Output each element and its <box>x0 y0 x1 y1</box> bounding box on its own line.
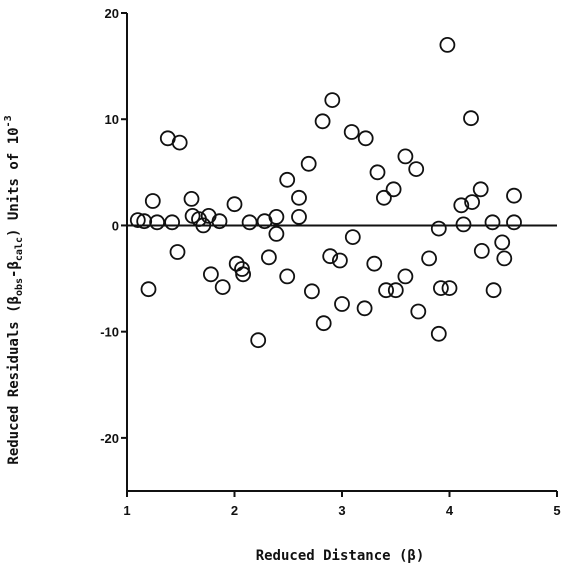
plot-area: 20 10 0 -10 -20 1 2 3 4 5 <box>100 6 560 518</box>
data-point <box>397 268 414 285</box>
data-point <box>250 332 267 349</box>
data-point <box>369 164 386 181</box>
data-point <box>334 296 350 312</box>
data-point <box>268 208 285 225</box>
data-point <box>291 189 307 206</box>
data-point <box>387 282 404 299</box>
y-axis-label-sub-obs: obs <box>14 278 25 296</box>
data-point <box>140 281 157 298</box>
data-point <box>430 220 447 237</box>
x-tick-label: 3 <box>338 503 345 518</box>
data-point <box>494 234 511 251</box>
data-point <box>226 196 243 213</box>
data-point <box>408 161 425 178</box>
data-point <box>234 261 250 277</box>
data-point <box>331 252 348 269</box>
y-axis-label-suffix: ) Units of 10 <box>6 127 22 237</box>
x-tick-label: 2 <box>231 503 238 518</box>
y-axis-label-sub-calc: calc <box>14 237 25 261</box>
data-point <box>202 266 219 283</box>
y-axis-label: Reduced Residuals (βobs-βcalc) Units of … <box>3 115 25 464</box>
data-point <box>378 282 395 299</box>
data-point <box>144 193 161 209</box>
y-tick-label: 20 <box>105 6 119 21</box>
data-point <box>268 225 285 242</box>
data-point <box>496 250 513 267</box>
data-point <box>410 303 427 320</box>
data-point <box>385 181 402 198</box>
data-point <box>464 194 481 211</box>
data-point <box>506 214 522 231</box>
y-tick-label: -10 <box>100 325 119 340</box>
data-point <box>169 244 186 260</box>
data-point <box>421 250 438 267</box>
data-point <box>260 249 277 266</box>
data-point <box>211 213 228 230</box>
data-point <box>171 134 188 151</box>
data-point <box>343 124 360 140</box>
data-point <box>315 315 332 332</box>
data-point <box>303 283 320 300</box>
x-tick-label: 4 <box>446 503 454 518</box>
data-point <box>366 255 383 272</box>
data-point <box>439 37 456 53</box>
data-point <box>432 280 449 297</box>
data-point <box>375 189 392 206</box>
data-point <box>485 282 502 299</box>
data-point <box>164 214 181 231</box>
data-point <box>357 130 374 147</box>
data-point <box>300 155 317 172</box>
data-point <box>195 217 212 234</box>
data-point <box>183 190 200 207</box>
data-point <box>356 300 373 317</box>
data-point <box>430 325 447 342</box>
y-tick-label: 0 <box>112 218 119 233</box>
data-point <box>473 242 490 259</box>
y-axis-label-prefix: Reduced Residuals (β <box>6 296 22 465</box>
data-point <box>129 212 146 229</box>
y-tick-label: 10 <box>105 112 119 127</box>
data-point <box>344 229 361 246</box>
data-point <box>279 268 296 285</box>
data-point <box>506 187 522 204</box>
data-point <box>241 214 258 231</box>
data-point <box>149 214 166 231</box>
data-point <box>441 280 458 297</box>
y-tick-label: -20 <box>100 431 119 446</box>
data-point <box>235 266 252 283</box>
data-point <box>455 216 472 233</box>
data-point <box>322 248 339 265</box>
data-point <box>214 279 231 296</box>
data-point <box>397 148 414 165</box>
data-point <box>484 214 501 231</box>
data-point <box>453 197 470 214</box>
y-axis-label-mid: -β <box>6 261 22 278</box>
x-axis-label: Reduced Distance (β) <box>256 548 425 564</box>
data-point <box>324 92 341 108</box>
data-point <box>463 110 479 127</box>
data-point <box>291 208 307 225</box>
data-point <box>314 113 331 130</box>
x-tick-label: 1 <box>123 503 130 518</box>
data-point <box>472 181 489 198</box>
x-tick-label: 5 <box>553 503 560 518</box>
y-axis-label-exponent: -3 <box>3 115 14 127</box>
data-point <box>279 171 296 188</box>
data-point <box>136 213 153 230</box>
